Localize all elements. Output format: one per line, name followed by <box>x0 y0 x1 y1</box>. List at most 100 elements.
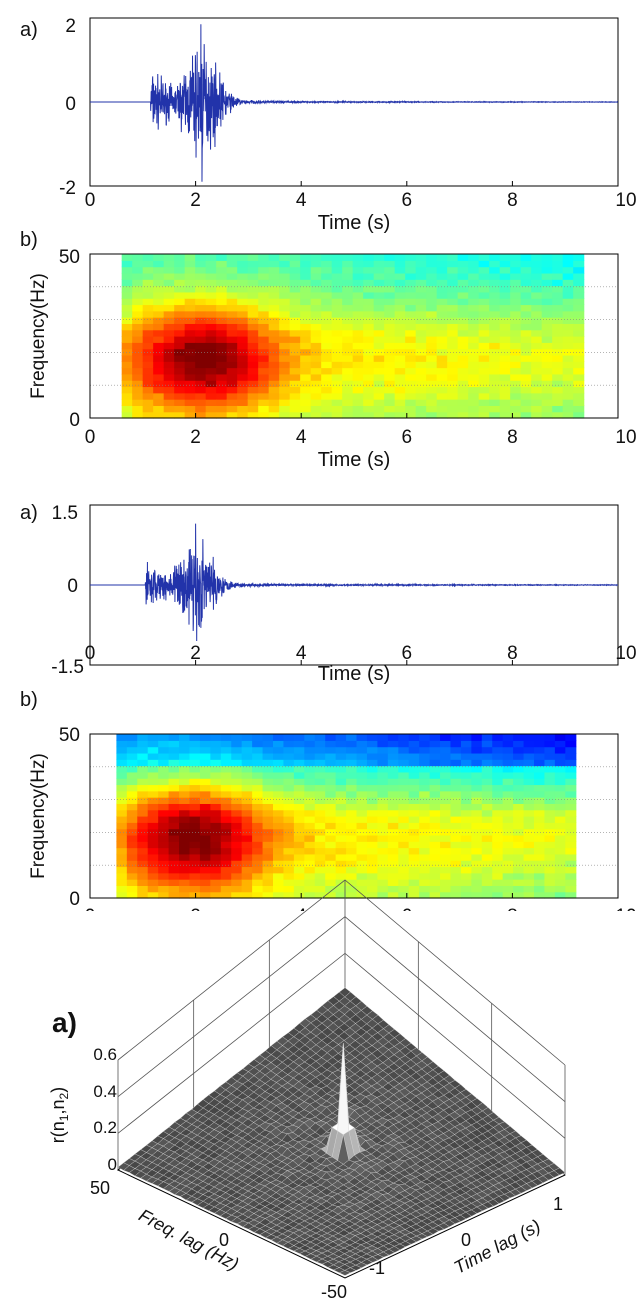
spectrogram-cell <box>195 254 207 261</box>
spectrogram-cell <box>419 860 431 868</box>
spectrogram-cell <box>195 361 207 369</box>
spectrogram-cell <box>342 411 354 419</box>
spectrogram-cell <box>447 329 459 337</box>
spectrogram-cell <box>481 834 493 842</box>
spectrogram-cell <box>147 790 159 798</box>
spectrogram-cell <box>523 822 535 830</box>
spectrogram-cell <box>168 816 180 823</box>
spectrogram-cell <box>573 348 585 356</box>
spectrogram-cell <box>366 885 378 893</box>
spectrogram-cell <box>534 891 546 899</box>
spectrogram-cell <box>520 342 532 350</box>
spectrogram-cell <box>356 847 368 855</box>
spectrogram-cell <box>262 822 274 830</box>
spectrogram-cell <box>231 784 243 792</box>
spectrogram-cell <box>237 373 249 381</box>
spectrogram-cell <box>174 380 186 388</box>
spectrogram-cell <box>247 266 259 274</box>
spectrogram-cell <box>126 752 138 760</box>
spectrogram-cell <box>241 734 253 741</box>
spectrogram-cell <box>346 797 358 804</box>
spectrogram-cell <box>468 310 480 318</box>
y-tick-label: 0 <box>219 1230 229 1250</box>
spectrogram-cell <box>168 778 180 786</box>
spectrogram-cell <box>237 323 249 331</box>
x-tick-label: 6 <box>402 190 413 211</box>
spectrogram-cell <box>293 834 305 842</box>
spectrogram-cell <box>429 822 441 830</box>
spectrogram-cell <box>377 860 389 868</box>
y-tick-label: 50 <box>59 725 80 746</box>
spectrogram-cell <box>544 746 556 754</box>
spectrogram-cell <box>199 828 211 836</box>
spectrogram-cell <box>121 380 133 388</box>
spectrogram-cell <box>310 254 322 261</box>
spectrogram-cell <box>554 765 566 773</box>
spectrogram-cell <box>447 272 459 280</box>
spectrogram-cell <box>541 411 553 419</box>
spectrogram-cell <box>468 279 480 287</box>
spectrogram-cell <box>366 784 378 792</box>
spectrogram-cell <box>153 254 165 261</box>
spectrogram-cell <box>471 822 483 830</box>
spectrogram-cell <box>335 752 347 760</box>
spectrogram-cell <box>121 329 133 337</box>
spectrogram-cell <box>335 790 347 798</box>
spectrogram-cell <box>216 380 228 388</box>
spectrogram-cell <box>168 746 180 754</box>
spectrogram-cell <box>499 329 511 337</box>
spectrogram-cell <box>478 279 490 287</box>
spectrogram-cell <box>377 822 389 830</box>
spectrogram-cell <box>189 860 201 868</box>
spectrogram-cell <box>523 734 535 741</box>
spectrogram-cell <box>252 841 264 849</box>
spectrogram-cell <box>373 411 385 419</box>
spectrogram-cell <box>460 778 472 786</box>
spectrogram-cell <box>346 734 358 741</box>
spectrogram-cell <box>268 380 280 388</box>
spectrogram-cell <box>216 367 228 375</box>
spectrogram-cell <box>268 348 280 356</box>
spectrogram-cell <box>531 304 543 312</box>
spectrogram-cell <box>363 266 375 274</box>
spectrogram-cell <box>116 847 128 855</box>
spectrogram-cell <box>132 392 144 400</box>
spectrogram-cell <box>554 790 566 798</box>
spectrogram-cell <box>132 329 144 337</box>
spectrogram-cell <box>450 822 462 830</box>
spectrogram-cell <box>179 740 191 748</box>
spectrogram-cell <box>247 285 259 293</box>
spectrogram-cell <box>137 778 149 786</box>
spectrogram-cell <box>262 797 274 804</box>
spectrogram-cell <box>352 291 364 299</box>
spectrogram-cell <box>492 752 504 760</box>
spectrogram-cell <box>205 291 217 299</box>
spectrogram-cell <box>377 797 389 804</box>
spectrogram-cell <box>489 272 501 280</box>
spectrogram-cell <box>247 354 259 362</box>
spectrogram-cell <box>471 746 483 754</box>
spectrogram-cell <box>137 784 149 792</box>
spectrogram-cell <box>174 336 186 343</box>
spectrogram-cell <box>492 853 504 861</box>
spectrogram-cell <box>252 752 264 760</box>
spectrogram-cell <box>247 317 259 324</box>
spectrogram-cell <box>394 291 406 299</box>
spectrogram-cell <box>544 841 556 849</box>
spectrogram-cell <box>471 828 483 836</box>
spectrogram-cell <box>531 392 543 400</box>
spectrogram-cell <box>273 841 285 849</box>
spectrogram-cell <box>554 752 566 760</box>
spectrogram-cell <box>436 254 448 261</box>
spectrogram-cell <box>520 310 532 318</box>
spectrogram-cell <box>205 254 217 261</box>
spectrogram-cell <box>289 361 301 369</box>
spectrogram-cell <box>398 765 410 773</box>
spectrogram-cell <box>142 329 154 337</box>
spectrogram-cell <box>220 752 232 760</box>
spectrogram-cell <box>231 778 243 786</box>
spectrogram-cell <box>429 784 441 792</box>
z-tick-label: 0.6 <box>93 1045 117 1064</box>
spectrogram-cell <box>199 803 211 811</box>
spectrogram-cell <box>121 386 133 394</box>
